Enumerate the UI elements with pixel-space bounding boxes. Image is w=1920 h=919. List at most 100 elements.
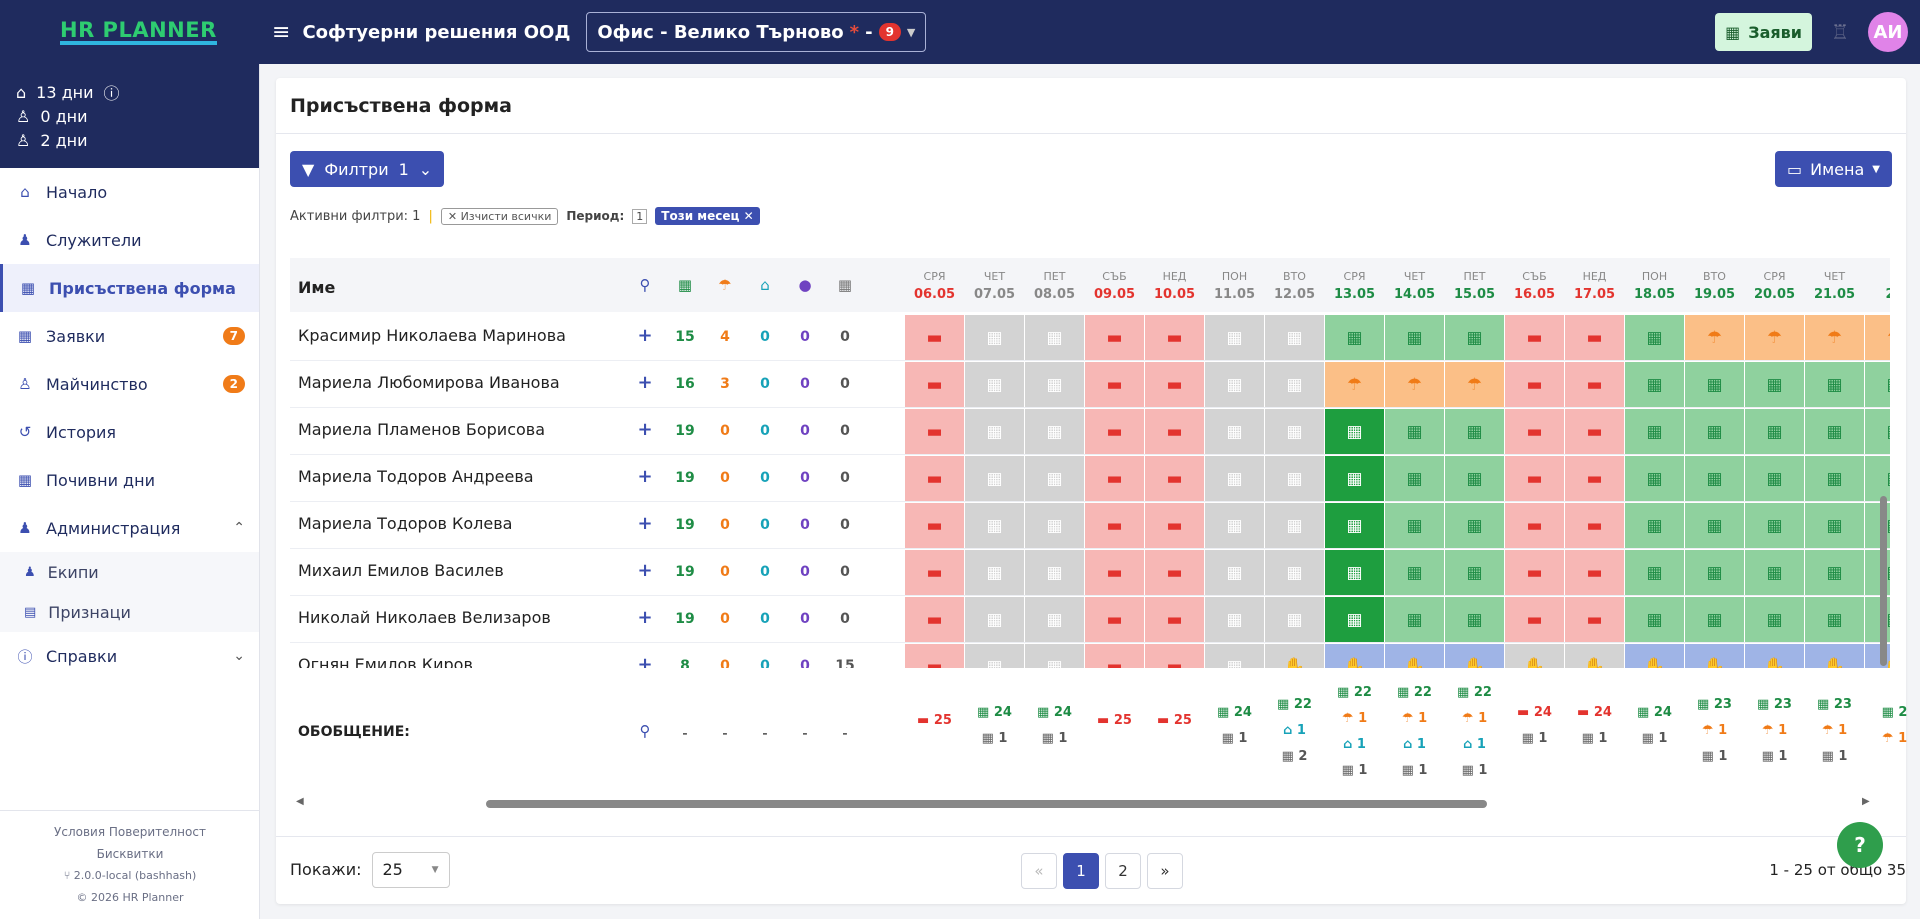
work-cell[interactable]: ▦: [1685, 597, 1744, 642]
names-button[interactable]: ▭ Имена ▼: [1775, 151, 1892, 187]
vacation-cell[interactable]: ☂: [1805, 315, 1864, 360]
leave-cell[interactable]: ✋: [1805, 644, 1864, 668]
non-working-cell[interactable]: ▦: [1265, 456, 1324, 501]
weekend-cell[interactable]: ▬: [1145, 550, 1204, 595]
leave-cell[interactable]: ✋: [1445, 644, 1504, 668]
calendar-grey-icon[interactable]: ▦: [837, 276, 853, 294]
period-chip[interactable]: Този месец ✕: [655, 207, 760, 225]
help-button[interactable]: ?: [1837, 822, 1883, 868]
weekend-cell[interactable]: ▬: [1145, 456, 1204, 501]
non-working-cell[interactable]: ▦: [1205, 315, 1264, 360]
work-cell[interactable]: ▦: [1745, 456, 1804, 501]
non-working-cell[interactable]: ▦: [1025, 644, 1084, 668]
work-cell[interactable]: ▦: [1625, 409, 1684, 454]
work-cell[interactable]: ▦: [1865, 362, 1890, 407]
today-work-cell[interactable]: ▦: [1325, 409, 1384, 454]
weekend-cell[interactable]: ▬: [1565, 456, 1624, 501]
work-cell[interactable]: ▦: [1625, 362, 1684, 407]
scroll-left-arrow[interactable]: ◀: [296, 796, 304, 807]
work-cell[interactable]: ▦: [1685, 503, 1744, 548]
add-button[interactable]: +: [637, 372, 653, 393]
vacation-cell[interactable]: ☂: [1385, 362, 1444, 407]
work-cell[interactable]: ▦: [1625, 315, 1684, 360]
name-header[interactable]: Име: [298, 278, 336, 297]
non-working-cell[interactable]: ▦: [965, 409, 1024, 454]
work-cell[interactable]: ▦: [1385, 550, 1444, 595]
work-cell[interactable]: ▦: [1325, 315, 1384, 360]
work-cell[interactable]: ▦: [1865, 409, 1890, 454]
birthday-cake-icon[interactable]: ♖: [1831, 20, 1849, 44]
work-cell[interactable]: ▦: [1865, 456, 1890, 501]
work-cell[interactable]: ▦: [1385, 503, 1444, 548]
weekend-cell[interactable]: ▬: [1505, 409, 1564, 454]
sidebar-item-3[interactable]: ▦ Заявки 7: [0, 312, 259, 360]
weekend-cell[interactable]: ▬: [1565, 315, 1624, 360]
non-working-cell[interactable]: ▦: [965, 315, 1024, 360]
weekend-cell[interactable]: ▬: [905, 409, 964, 454]
terms-link[interactable]: Условия: [54, 825, 106, 839]
non-working-cell[interactable]: ▦: [1205, 409, 1264, 454]
weekend-cell[interactable]: ▬: [1505, 597, 1564, 642]
weekend-cell[interactable]: ▬: [1085, 550, 1144, 595]
holiday-cell[interactable]: ✋: [1265, 644, 1324, 668]
work-cell[interactable]: ▦: [1685, 550, 1744, 595]
weekend-cell[interactable]: ▬: [905, 362, 964, 407]
weekend-cell[interactable]: ▬: [1505, 456, 1564, 501]
weekend-cell[interactable]: ▬: [1145, 362, 1204, 407]
weekend-cell[interactable]: ▬: [1565, 503, 1624, 548]
work-cell[interactable]: ▦: [1685, 362, 1744, 407]
work-cell[interactable]: ▦: [1625, 503, 1684, 548]
sidebar-item-7[interactable]: ♟ Администрация ⌃: [0, 504, 259, 552]
non-working-cell[interactable]: ▦: [1025, 503, 1084, 548]
add-button[interactable]: +: [637, 560, 653, 581]
requests-button[interactable]: ▦ Заяви: [1715, 13, 1812, 51]
work-cell[interactable]: ▦: [1805, 409, 1864, 454]
leave-cell[interactable]: ✋: [1325, 644, 1384, 668]
non-working-cell[interactable]: ▦: [1265, 409, 1324, 454]
weekend-cell[interactable]: ▬: [1565, 362, 1624, 407]
privacy-link[interactable]: Поверителност: [108, 825, 206, 839]
work-cell[interactable]: ▦: [1685, 409, 1744, 454]
sidebar-item-1[interactable]: ♟ Служители: [0, 216, 259, 264]
weekend-cell[interactable]: ▬: [1565, 550, 1624, 595]
work-cell[interactable]: ▦: [1385, 597, 1444, 642]
weekend-cell[interactable]: ▬: [1145, 409, 1204, 454]
work-cell[interactable]: ▦: [1685, 456, 1744, 501]
weekend-cell[interactable]: ▬: [1085, 409, 1144, 454]
non-working-cell[interactable]: ▦: [1265, 503, 1324, 548]
non-working-cell[interactable]: ▦: [1025, 550, 1084, 595]
weekend-cell[interactable]: ▬: [1505, 550, 1564, 595]
weekend-cell[interactable]: ▬: [1085, 315, 1144, 360]
non-working-cell[interactable]: ▦: [1205, 456, 1264, 501]
employee-name[interactable]: Красимир Николаева Маринова: [298, 326, 566, 345]
sidebar-subitem-0[interactable]: ♟ Екипи: [0, 552, 259, 592]
non-working-cell[interactable]: ▦: [965, 550, 1024, 595]
page-1-button[interactable]: 1: [1063, 853, 1099, 889]
non-working-cell[interactable]: ▦: [1205, 597, 1264, 642]
work-cell[interactable]: ▦: [1805, 503, 1864, 548]
weekend-cell[interactable]: ▬: [1505, 315, 1564, 360]
weekend-cell[interactable]: ▬: [1565, 409, 1624, 454]
employee-name[interactable]: Огнян Емилов Киров: [298, 655, 473, 668]
next-page-button[interactable]: »: [1147, 853, 1183, 889]
info-icon[interactable]: ⓘ: [103, 84, 120, 103]
non-working-cell[interactable]: ▦: [965, 362, 1024, 407]
scroll-right-arrow[interactable]: ▶: [1862, 796, 1870, 807]
non-working-cell[interactable]: ▦: [965, 503, 1024, 548]
non-working-cell[interactable]: ▦: [1205, 362, 1264, 407]
today-work-cell[interactable]: ▦: [1325, 503, 1384, 548]
add-button[interactable]: +: [637, 513, 653, 534]
work-cell[interactable]: ▦: [1445, 409, 1504, 454]
holiday-cell[interactable]: ✋: [1565, 644, 1624, 668]
non-working-cell[interactable]: ▦: [1025, 456, 1084, 501]
leave-cell[interactable]: ✋: [1625, 644, 1684, 668]
non-working-cell[interactable]: ▦: [965, 644, 1024, 668]
leave-cell[interactable]: ✋: [1745, 644, 1804, 668]
home-leave-icon[interactable]: ⌂: [760, 276, 770, 294]
weekend-cell[interactable]: ▬: [905, 597, 964, 642]
non-working-cell[interactable]: ▦: [1265, 315, 1324, 360]
non-working-cell[interactable]: ▦: [1025, 315, 1084, 360]
logo[interactable]: HR PLANNER: [0, 0, 260, 64]
work-cell[interactable]: ▦: [1385, 409, 1444, 454]
prev-page-button[interactable]: «: [1021, 853, 1057, 889]
